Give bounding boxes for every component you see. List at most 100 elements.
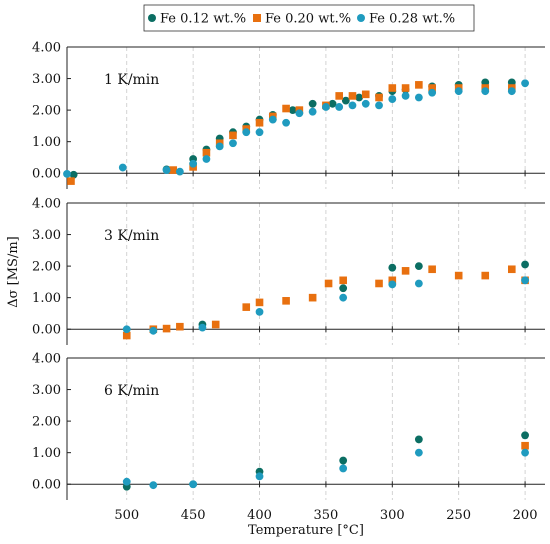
y-axis-title: Δσ [MS/m]: [6, 236, 21, 307]
data-point-circle: [189, 480, 198, 489]
data-point-circle: [375, 101, 383, 110]
series-fe-0-12-wt-: [198, 260, 529, 329]
panel-3: 0.00 1.00 2.00 3.00 4.00 6 K/min: [32, 352, 545, 500]
legend-box: [143, 4, 475, 32]
data-point-square: [361, 90, 370, 99]
data-point-square: [428, 265, 436, 274]
data-point-circle: [202, 155, 211, 163]
data-point-circle: [521, 79, 529, 88]
panel-1: 0.00 1.00 2.00 3.00 4.00 1 K/min: [32, 41, 545, 189]
panel-rate-label: 3 K/min: [104, 228, 159, 244]
series-fe-0-28-wt-: [63, 79, 529, 178]
data-point-circle: [348, 101, 357, 110]
data-point-circle: [521, 260, 529, 269]
data-point-circle: [361, 99, 370, 108]
panel-2: 0.00 1.00 2.00 3.00 4.00 3 K/min: [32, 197, 545, 345]
data-point-square: [255, 298, 264, 307]
data-point-circle: [428, 88, 437, 97]
data-point-circle: [118, 163, 127, 172]
y-tick-label: 4.00: [32, 197, 61, 212]
data-point-circle: [454, 87, 463, 96]
y-tick-label: 3.00: [32, 383, 61, 398]
data-point-circle: [308, 107, 317, 116]
data-point-square: [202, 148, 211, 157]
data-point-circle: [215, 142, 224, 151]
y-tick-label: 2.00: [32, 260, 61, 275]
data-point-square: [481, 271, 490, 280]
legend-marker-circle: [357, 14, 365, 22]
x-tick-label: 300: [380, 508, 405, 523]
data-point-square: [388, 84, 397, 92]
x-tick-label: 450: [181, 508, 206, 523]
data-point-circle: [308, 99, 317, 108]
data-point-circle: [341, 96, 350, 105]
y-tick-label: 1.00: [32, 291, 61, 306]
data-point-circle: [414, 448, 423, 457]
data-point-circle: [388, 263, 397, 272]
y-tick-label: 3.00: [32, 72, 61, 87]
y-tick-label: 4.00: [32, 41, 61, 56]
data-point-circle: [69, 170, 78, 179]
data-point-circle: [388, 280, 397, 289]
x-tick-label: 250: [446, 508, 471, 523]
data-point-square: [282, 297, 290, 305]
y-tick-label: 2.00: [32, 415, 61, 430]
legend-entry-label: Fe 0.28 wt.%: [369, 12, 455, 27]
data-point-circle: [339, 456, 348, 465]
data-point-circle: [255, 307, 264, 316]
data-point-square: [521, 441, 529, 450]
y-tick-label: 3.00: [32, 228, 61, 243]
data-point-circle: [162, 166, 171, 174]
data-point-square: [229, 131, 237, 140]
y-tick-label: 0.00: [32, 478, 61, 493]
data-point-square: [176, 322, 184, 331]
data-point-square: [454, 271, 463, 280]
data-point-circle: [149, 326, 158, 335]
legend-marker-square: [253, 14, 261, 22]
data-point-circle: [122, 325, 131, 334]
data-point-circle: [242, 128, 251, 137]
data-point-circle: [339, 293, 348, 302]
x-axis-title: Temperature [°C]: [248, 523, 364, 538]
data-point-circle: [414, 279, 423, 288]
series-fe-0-20-wt-: [521, 441, 529, 450]
y-tick-label: 4.00: [32, 352, 61, 367]
data-point-square: [375, 93, 383, 102]
plot-panels: 0.00 1.00 2.00 3.00 4.00 1 K/min 0.00 1.00 2.00 3…: [32, 41, 545, 523]
y-tick-label: 0.00: [32, 167, 61, 182]
data-point-square: [324, 279, 333, 288]
data-point-circle: [295, 109, 304, 118]
data-point-circle: [149, 481, 158, 490]
data-point-square: [388, 276, 397, 285]
legend-entry-label: Fe 0.20 wt.%: [265, 12, 351, 27]
data-point-circle: [198, 323, 207, 332]
data-point-circle: [521, 448, 529, 457]
data-point-circle: [414, 262, 423, 271]
data-point-square: [122, 331, 131, 340]
data-point-circle: [521, 276, 529, 285]
data-point-circle: [288, 106, 297, 115]
data-point-square: [339, 276, 347, 285]
data-point-circle: [189, 159, 198, 168]
data-point-square: [255, 118, 264, 127]
data-point-circle: [388, 95, 397, 103]
y-tick-label: 2.00: [32, 104, 61, 119]
data-point-circle: [63, 169, 71, 178]
data-point-square: [67, 177, 75, 185]
legend: Fe 0.12 wt.% Fe 0.20 wt.% Fe 0.28 wt.%: [143, 4, 475, 32]
data-point-circle: [229, 139, 237, 148]
data-point-square: [282, 104, 290, 113]
x-tick-label: 350: [314, 508, 339, 523]
data-point-circle: [335, 103, 344, 111]
data-point-circle: [339, 464, 348, 473]
data-point-circle: [268, 115, 277, 124]
data-point-circle: [401, 92, 410, 100]
data-point-circle: [282, 118, 290, 127]
data-point-square: [308, 293, 317, 302]
data-point-circle: [414, 435, 423, 444]
data-point-square: [211, 320, 220, 329]
data-point-circle: [175, 167, 184, 176]
data-point-circle: [414, 93, 423, 102]
series-fe-0-20-wt-: [67, 81, 516, 185]
